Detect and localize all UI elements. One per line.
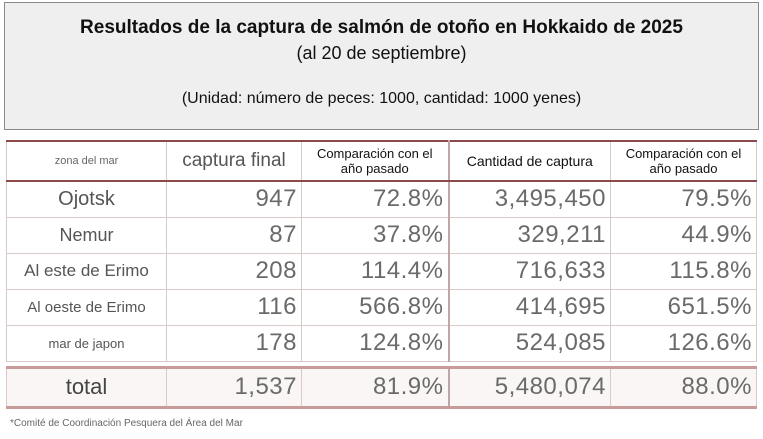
table-row: Al este de Erimo 208 114.4% 716,633 115.… xyxy=(6,252,757,290)
table-row: mar de japon 178 124.8% 524,085 126.6% xyxy=(6,324,757,362)
row-catch-comparison: 566.8% xyxy=(301,288,450,326)
header-zone: zona del mar xyxy=(6,140,167,182)
total-row: total 1,537 81.9% 5,480,074 88.0% xyxy=(6,365,757,409)
row-amount: 414,695 xyxy=(448,288,611,326)
source-footnote: *Comité de Coordinación Pesquera del Áre… xyxy=(10,418,243,429)
header-catch-comparison: Comparación con el año pasado xyxy=(301,140,450,182)
catch-table: zona del mar captura final Comparación c… xyxy=(6,140,757,409)
row-zone: Nemur xyxy=(6,216,167,254)
table-spacer xyxy=(6,360,757,367)
table-row: Al oeste de Erimo 116 566.8% 414,695 651… xyxy=(6,288,757,326)
table-row: Ojotsk 947 72.8% 3,495,450 79.5% xyxy=(6,180,757,218)
row-amount-comparison: 651.5% xyxy=(610,288,757,326)
row-zone: mar de japon xyxy=(6,324,167,362)
row-catch-comparison: 72.8% xyxy=(301,180,450,218)
page-subtitle: (al 20 de septiembre) xyxy=(296,43,467,63)
header-catch: captura final xyxy=(166,140,302,182)
total-catch-comparison: 81.9% xyxy=(301,365,450,409)
row-catch-comparison: 37.8% xyxy=(301,216,450,254)
page-title: Resultados de la captura de salmón de ot… xyxy=(80,17,683,38)
table-header-row: zona del mar captura final Comparación c… xyxy=(6,140,757,182)
catch-table-container: zona del mar captura final Comparación c… xyxy=(6,140,757,412)
row-catch: 947 xyxy=(166,180,302,218)
row-amount-comparison: 115.8% xyxy=(610,252,757,290)
row-amount: 3,495,450 xyxy=(448,180,611,218)
row-zone: Al este de Erimo xyxy=(6,252,167,290)
total-label: total xyxy=(6,365,167,409)
table-row: Nemur 87 37.8% 329,211 44.9% xyxy=(6,216,757,254)
row-amount: 524,085 xyxy=(448,324,611,362)
row-catch-comparison: 124.8% xyxy=(301,324,450,362)
row-amount-comparison: 79.5% xyxy=(610,180,757,218)
total-amount: 5,480,074 xyxy=(448,365,611,409)
row-amount-comparison: 44.9% xyxy=(610,216,757,254)
total-catch: 1,537 xyxy=(166,365,302,409)
row-catch: 116 xyxy=(166,288,302,326)
unit-note: (Unidad: número de peces: 1000, cantidad… xyxy=(181,90,582,107)
row-zone: Ojotsk xyxy=(6,180,167,218)
row-catch-comparison: 114.4% xyxy=(301,252,450,290)
row-amount-comparison: 126.6% xyxy=(610,324,757,362)
row-amount: 716,633 xyxy=(448,252,611,290)
header-amount-comparison: Comparación con el año pasado xyxy=(610,140,757,182)
row-amount: 329,211 xyxy=(448,216,611,254)
header-amount: Cantidad de captura xyxy=(448,140,611,182)
total-amount-comparison: 88.0% xyxy=(610,365,757,409)
header-box: Resultados de la captura de salmón de ot… xyxy=(4,2,759,130)
row-catch: 208 xyxy=(166,252,302,290)
row-catch: 178 xyxy=(166,324,302,362)
row-catch: 87 xyxy=(166,216,302,254)
row-zone: Al oeste de Erimo xyxy=(6,288,167,326)
